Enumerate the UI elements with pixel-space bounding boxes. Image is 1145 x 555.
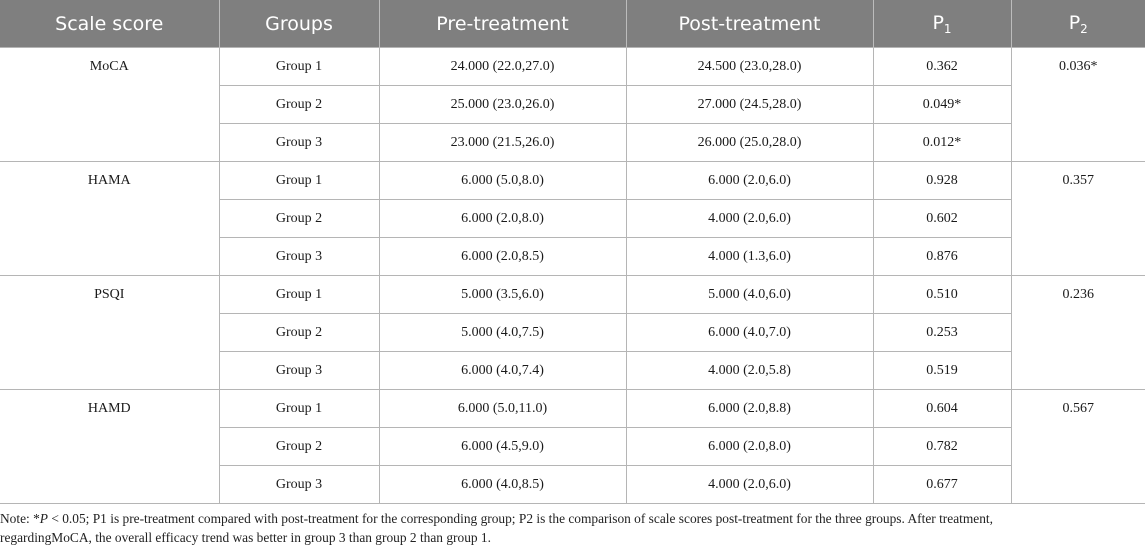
pre-cell: 6.000 (2.0,8.0) — [378, 199, 627, 238]
pre-cell: 25.000 (23.0,26.0) — [378, 85, 627, 124]
header-p2-base: P — [1068, 11, 1081, 34]
p1-cell: 0.519 — [872, 351, 1011, 390]
pre-cell: 24.000 (22.0,27.0) — [378, 47, 627, 86]
p1-cell: 0.253 — [872, 313, 1011, 352]
pre-cell: 6.000 (4.0,8.5) — [378, 465, 627, 504]
header-p1-sub: 1 — [943, 21, 952, 36]
table-row: Group 3 6.000 (2.0,8.5) 4.000 (1.3,6.0) … — [0, 237, 1145, 276]
footnote-line2: regardingMoCA, the overall efficacy tren… — [0, 530, 491, 545]
pre-cell: 6.000 (2.0,8.5) — [378, 237, 627, 276]
group-cell: Group 1 — [218, 161, 380, 200]
scale-cell: MoCA — [0, 47, 220, 162]
group-cell: Group 1 — [218, 275, 380, 314]
table-footnote: Note: *P < 0.05; P1 is pre-treatment com… — [0, 509, 1140, 547]
group-cell: Group 3 — [219, 237, 380, 276]
p1-cell: 0.049* — [872, 85, 1011, 124]
footnote-prefix: Note: * — [0, 511, 40, 526]
post-cell: 4.000 (2.0,6.0) — [625, 465, 874, 504]
footnote-p-symbol: P — [39, 511, 48, 526]
p2-cell: 0.036* — [1010, 47, 1145, 162]
group-cell: Group 2 — [219, 427, 380, 466]
table-row: PSQI Group 1 5.000 (3.5,6.0) 5.000 (4.0,… — [0, 275, 1145, 390]
pre-cell: 6.000 (5.0,8.0) — [378, 161, 627, 200]
p1-cell: 0.677 — [872, 465, 1011, 504]
table-header: Scale score Groups Pre-treatment Post-tr… — [0, 0, 1145, 48]
p1-cell: 0.602 — [872, 199, 1011, 238]
header-p1: P1 — [872, 0, 1011, 48]
post-cell: 26.000 (25.0,28.0) — [625, 123, 874, 162]
p1-cell: 0.876 — [872, 237, 1011, 276]
p1-cell: 0.782 — [872, 427, 1011, 466]
pre-cell: 5.000 (4.0,7.5) — [378, 313, 627, 352]
pre-cell: 6.000 (4.0,7.4) — [378, 351, 627, 390]
table-row: HAMA Group 1 6.000 (5.0,8.0) 6.000 (2.0,… — [0, 161, 1145, 276]
header-pre-treatment: Pre-treatment — [378, 0, 626, 48]
group-cell: Group 2 — [219, 313, 380, 352]
scale-cell: HAMD — [0, 389, 220, 504]
table-row: Group 3 23.000 (21.5,26.0) 26.000 (25.0,… — [0, 123, 1145, 162]
post-cell: 4.000 (2.0,6.0) — [625, 199, 874, 238]
scale-cell: HAMA — [0, 161, 220, 276]
p2-cell: 0.236 — [1010, 275, 1145, 390]
table-row: Group 2 6.000 (2.0,8.0) 4.000 (2.0,6.0) … — [0, 199, 1145, 238]
pre-cell: 23.000 (21.5,26.0) — [378, 123, 627, 162]
group-cell: Group 2 — [219, 85, 380, 124]
post-cell: 6.000 (2.0,6.0) — [625, 161, 874, 200]
p1-cell: 0.012* — [872, 123, 1011, 162]
group-cell: Group 2 — [219, 199, 380, 238]
table-row: Group 3 6.000 (4.0,8.5) 4.000 (2.0,6.0) … — [0, 465, 1145, 504]
header-p2: P2 — [1010, 0, 1145, 48]
group-cell: Group 1 — [218, 389, 380, 428]
footnote-line1: < 0.05; P1 is pre-treatment compared wit… — [47, 511, 993, 526]
table-row: MoCA Group 1 24.000 (22.0,27.0) 24.500 (… — [0, 47, 1145, 162]
p1-cell: 0.928 — [872, 161, 1012, 200]
header-post-treatment: Post-treatment — [625, 0, 873, 48]
p2-cell: 0.567 — [1010, 389, 1145, 504]
table-row: Group 2 5.000 (4.0,7.5) 6.000 (4.0,7.0) … — [0, 313, 1145, 352]
post-cell: 6.000 (2.0,8.0) — [625, 427, 874, 466]
post-cell: 27.000 (24.5,28.0) — [625, 85, 874, 124]
header-scale-score: Scale score — [0, 0, 219, 48]
header-p1-base: P — [932, 11, 944, 34]
post-cell: 6.000 (4.0,7.0) — [625, 313, 874, 352]
pre-cell: 6.000 (4.5,9.0) — [378, 427, 627, 466]
p1-cell: 0.510 — [872, 275, 1012, 314]
p2-cell: 0.357 — [1010, 161, 1145, 276]
group-cell: Group 1 — [218, 47, 380, 86]
header-p2-sub: 2 — [1080, 21, 1088, 36]
pre-cell: 5.000 (3.5,6.0) — [378, 275, 627, 314]
post-cell: 6.000 (2.0,8.8) — [625, 389, 874, 428]
post-cell: 4.000 (1.3,6.0) — [625, 237, 874, 276]
pre-cell: 6.000 (5.0,11.0) — [378, 389, 627, 428]
table-body: MoCA Group 1 24.000 (22.0,27.0) 24.500 (… — [0, 47, 1145, 504]
results-table: Scale score Groups Pre-treatment Post-tr… — [0, 0, 1145, 504]
table-row: HAMD Group 1 6.000 (5.0,11.0) 6.000 (2.0… — [0, 389, 1145, 504]
post-cell: 5.000 (4.0,6.0) — [625, 275, 874, 314]
header-groups: Groups — [218, 0, 379, 48]
group-cell: Group 3 — [219, 465, 380, 504]
group-cell: Group 3 — [219, 123, 380, 162]
post-cell: 4.000 (2.0,5.8) — [625, 351, 874, 390]
scale-cell: PSQI — [0, 275, 220, 390]
p1-cell: 0.604 — [872, 389, 1012, 428]
group-cell: Group 3 — [219, 351, 380, 390]
post-cell: 24.500 (23.0,28.0) — [625, 47, 874, 86]
p1-cell: 0.362 — [872, 47, 1012, 86]
